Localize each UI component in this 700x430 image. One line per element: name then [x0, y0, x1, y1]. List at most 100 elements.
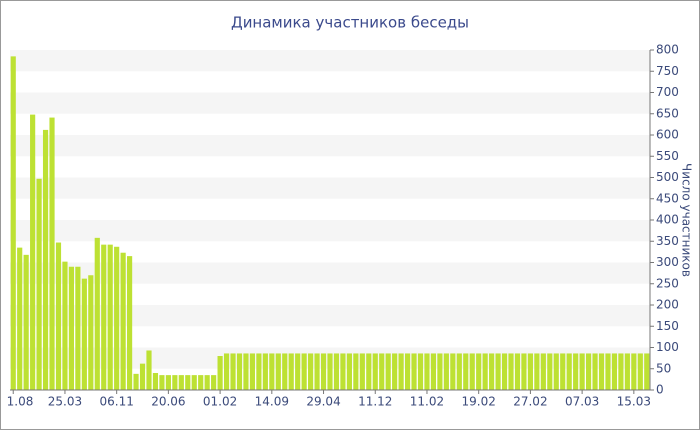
bar	[262, 353, 268, 390]
grid-band	[10, 92, 650, 114]
bar	[366, 353, 372, 390]
bar	[476, 353, 482, 390]
bar	[68, 266, 74, 390]
y-tick-label: 800	[656, 43, 679, 57]
y-tick-label: 700	[656, 85, 679, 99]
bar	[624, 353, 630, 390]
bar	[282, 353, 288, 390]
x-tick-label: 06.11	[99, 395, 133, 409]
bar	[469, 353, 475, 390]
bar	[534, 353, 540, 390]
bar	[114, 246, 120, 390]
bar	[75, 266, 81, 390]
bar	[275, 353, 281, 390]
bar	[55, 242, 62, 390]
bar	[598, 353, 605, 390]
bar	[62, 261, 68, 390]
bar	[133, 373, 139, 390]
bar	[359, 353, 365, 390]
x-tick-label: 27.02	[513, 395, 547, 409]
bar	[185, 375, 191, 390]
y-tick-label: 600	[656, 128, 679, 142]
bar	[327, 353, 333, 390]
bar	[411, 353, 417, 390]
bar	[573, 353, 579, 390]
bar	[398, 353, 404, 390]
y-tick-label: 300	[656, 255, 679, 269]
bar	[437, 353, 443, 390]
bar	[94, 237, 100, 390]
bar	[353, 353, 359, 390]
bar	[560, 353, 566, 390]
bar	[618, 353, 624, 390]
bar	[191, 375, 197, 390]
y-tick-label: 150	[656, 319, 679, 333]
bar	[107, 244, 113, 390]
bar	[456, 353, 462, 390]
bar	[165, 375, 171, 390]
y-tick-label: 0	[656, 383, 664, 397]
y-tick-label: 750	[656, 64, 679, 78]
bar	[236, 353, 243, 390]
bar	[540, 353, 546, 390]
bar	[489, 353, 495, 390]
bar	[592, 353, 598, 390]
bar	[211, 375, 217, 390]
bar	[120, 252, 126, 390]
bar	[644, 353, 650, 390]
bar	[501, 353, 508, 390]
bar	[430, 353, 437, 390]
bar	[88, 275, 94, 390]
bar	[320, 353, 327, 390]
bar	[450, 353, 456, 390]
grid-band	[10, 50, 650, 72]
y-tick-label: 250	[656, 276, 679, 290]
bar	[372, 353, 378, 390]
bar	[288, 353, 294, 390]
bar	[333, 353, 340, 390]
grid-band	[10, 135, 650, 157]
bar	[443, 353, 449, 390]
bar	[482, 353, 488, 390]
y-tick-label: 100	[656, 340, 679, 354]
x-tick-label: 15.03	[617, 395, 651, 409]
bar	[340, 353, 346, 390]
bar	[243, 353, 249, 390]
chart-title: Динамика участников беседы	[231, 14, 469, 32]
bar	[127, 256, 133, 390]
y-tick-label: 50	[656, 361, 671, 375]
x-tick-label: 14.09	[255, 395, 289, 409]
bar	[146, 350, 152, 390]
y-tick-label: 550	[656, 149, 679, 163]
bar	[308, 353, 314, 390]
bar	[586, 353, 592, 390]
x-tick-label: 29.04	[306, 395, 340, 409]
bar	[42, 129, 49, 390]
bar	[392, 353, 398, 390]
bar	[30, 114, 36, 390]
x-tick-label: 07.03	[565, 395, 599, 409]
bar	[379, 353, 385, 390]
bar	[637, 353, 643, 390]
bar	[152, 373, 159, 390]
bar	[198, 375, 204, 390]
bar	[249, 353, 256, 390]
bar	[23, 254, 29, 390]
bar	[631, 353, 637, 390]
bar	[295, 353, 301, 390]
bar	[424, 353, 430, 390]
bar	[579, 353, 585, 390]
x-tick-label: 19.02	[462, 395, 496, 409]
bar	[301, 353, 307, 390]
bar	[314, 353, 320, 390]
bar	[605, 353, 611, 390]
bar	[514, 353, 521, 390]
bar	[36, 178, 42, 390]
bar	[101, 244, 107, 390]
bar	[521, 353, 527, 390]
bar	[172, 375, 178, 390]
x-tick-label: 11.12	[358, 395, 392, 409]
bar	[404, 353, 411, 390]
x-tick-label: 11.02	[410, 395, 444, 409]
